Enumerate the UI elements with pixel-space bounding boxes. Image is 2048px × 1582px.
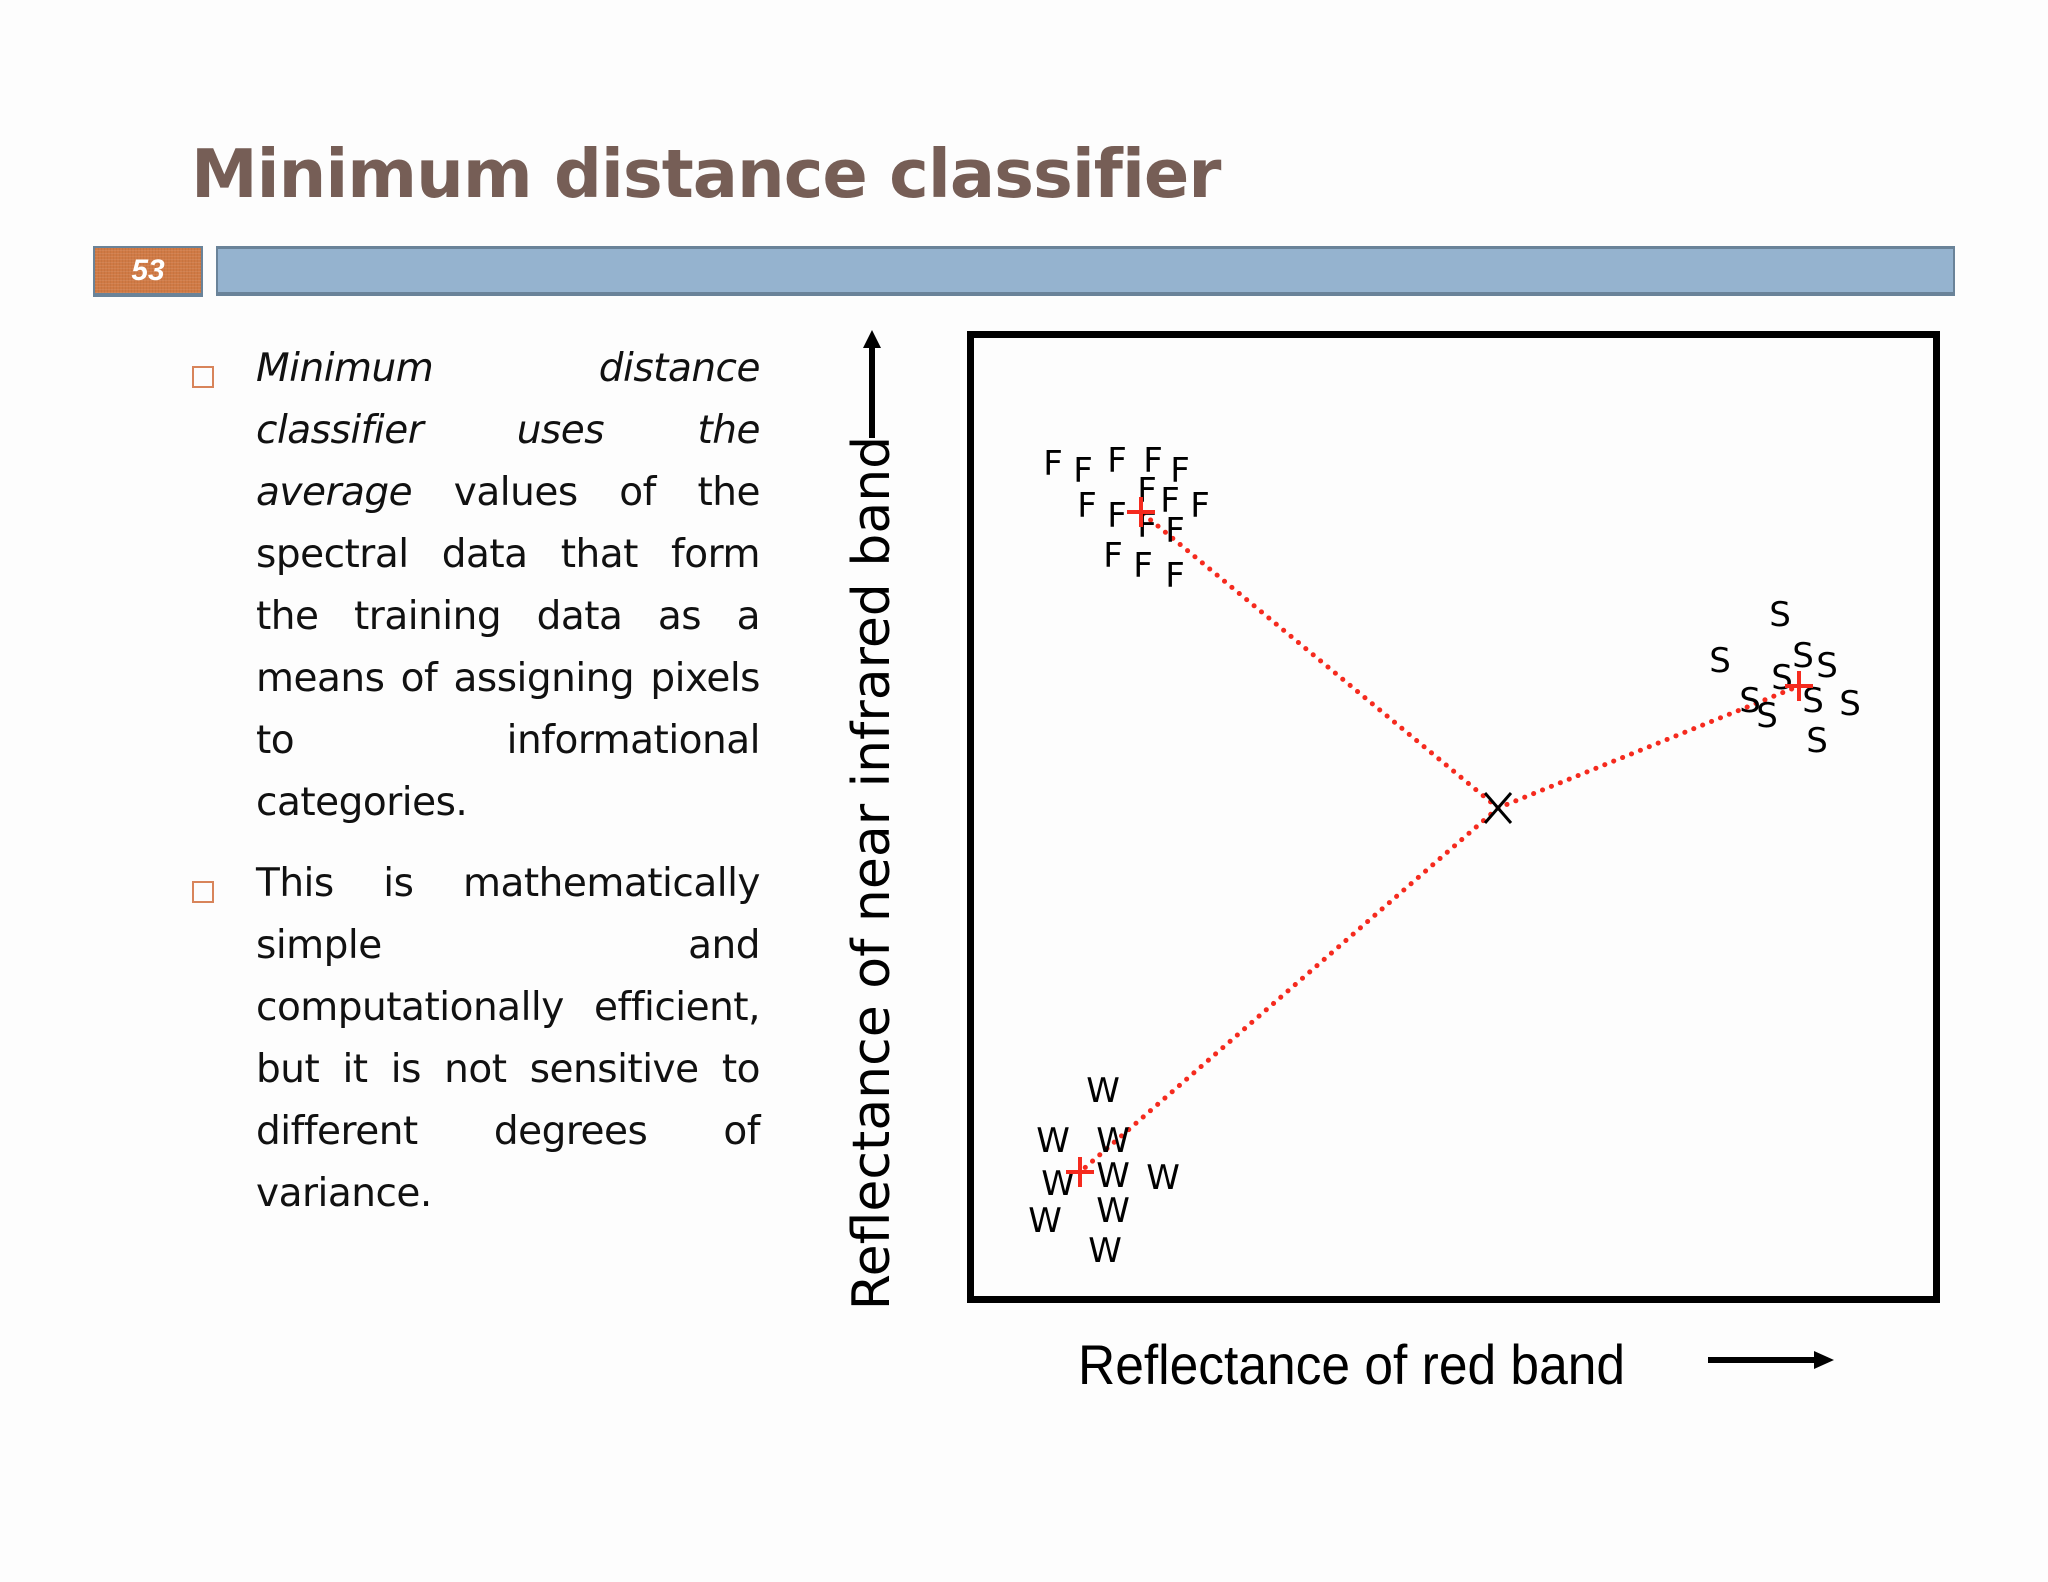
- y-axis-arrow-icon: [863, 330, 881, 438]
- bullet-body: This is mathematically simple and comput…: [256, 861, 761, 1216]
- class-point-w: W: [1096, 1156, 1130, 1196]
- class-mean-plus-icon: [1066, 1157, 1094, 1187]
- slide-title: Minimum distance classifier: [191, 135, 1221, 213]
- class-point-f: F: [1170, 451, 1190, 491]
- distance-line-s: [1495, 683, 1802, 811]
- class-point-s: S: [1816, 646, 1838, 686]
- class-mean-plus-icon: [1127, 497, 1155, 527]
- y-axis-label: Reflectance of near infrared band: [842, 435, 902, 1311]
- bullet-item: Minimum distance classifier uses the ave…: [190, 338, 761, 834]
- class-point-w: W: [1028, 1201, 1062, 1241]
- bullet-text: Minimum distance classifier uses the ave…: [256, 338, 761, 834]
- class-point-s: S: [1756, 696, 1778, 736]
- class-point-w: W: [1096, 1191, 1130, 1231]
- class-point-f: F: [1165, 511, 1185, 551]
- bullet-text: This is mathematically simple and comput…: [256, 853, 761, 1225]
- distance-line-f: [1138, 509, 1501, 811]
- slide-number: 53: [131, 254, 165, 287]
- class-point-f: F: [1165, 556, 1185, 596]
- x-axis-arrow-icon: [1708, 1351, 1834, 1369]
- bullet-italic-lead: Minimum distance classifier uses the ave…: [256, 346, 761, 515]
- bullet-body: values of the spectral data that form th…: [256, 470, 761, 825]
- class-point-f: F: [1190, 486, 1210, 526]
- class-point-s: S: [1739, 681, 1761, 721]
- class-point-s: S: [1771, 658, 1793, 698]
- class-point-w: W: [1146, 1158, 1180, 1198]
- class-point-f: F: [1077, 486, 1097, 526]
- class-point-f: F: [1133, 546, 1153, 586]
- class-point-s: S: [1802, 681, 1824, 721]
- class-point-w: W: [1036, 1121, 1070, 1161]
- x-axis-label: Reflectance of red band: [1078, 1333, 1626, 1396]
- distance-line-w: [1077, 805, 1501, 1175]
- class-point-w: W: [1086, 1071, 1120, 1111]
- class-point-f: F: [1073, 451, 1093, 491]
- header-bar: [216, 246, 1955, 296]
- bullet-item: This is mathematically simple and comput…: [190, 853, 761, 1225]
- class-point-f: F: [1107, 496, 1127, 536]
- bullet-list: Minimum distance classifier uses the ave…: [190, 338, 761, 1244]
- class-point-w: W: [1096, 1121, 1130, 1161]
- class-point-f: F: [1103, 536, 1123, 576]
- class-point-f: F: [1043, 444, 1063, 484]
- class-point-f: F: [1143, 441, 1163, 481]
- class-point-f: F: [1107, 441, 1127, 481]
- class-point-s: S: [1806, 721, 1828, 761]
- class-point-s: S: [1709, 641, 1731, 681]
- square-bullet-icon: [192, 366, 214, 388]
- class-point-f: F: [1160, 481, 1180, 521]
- slide-number-badge: 53: [93, 246, 203, 297]
- class-point-s: S: [1792, 636, 1814, 676]
- class-mean-plus-icon: [1785, 671, 1813, 701]
- unknown-pixel-x-icon: [1483, 792, 1513, 824]
- class-point-s: S: [1839, 684, 1861, 724]
- class-point-s: S: [1769, 595, 1791, 635]
- square-bullet-icon: [192, 881, 214, 903]
- class-point-w: W: [1088, 1231, 1122, 1271]
